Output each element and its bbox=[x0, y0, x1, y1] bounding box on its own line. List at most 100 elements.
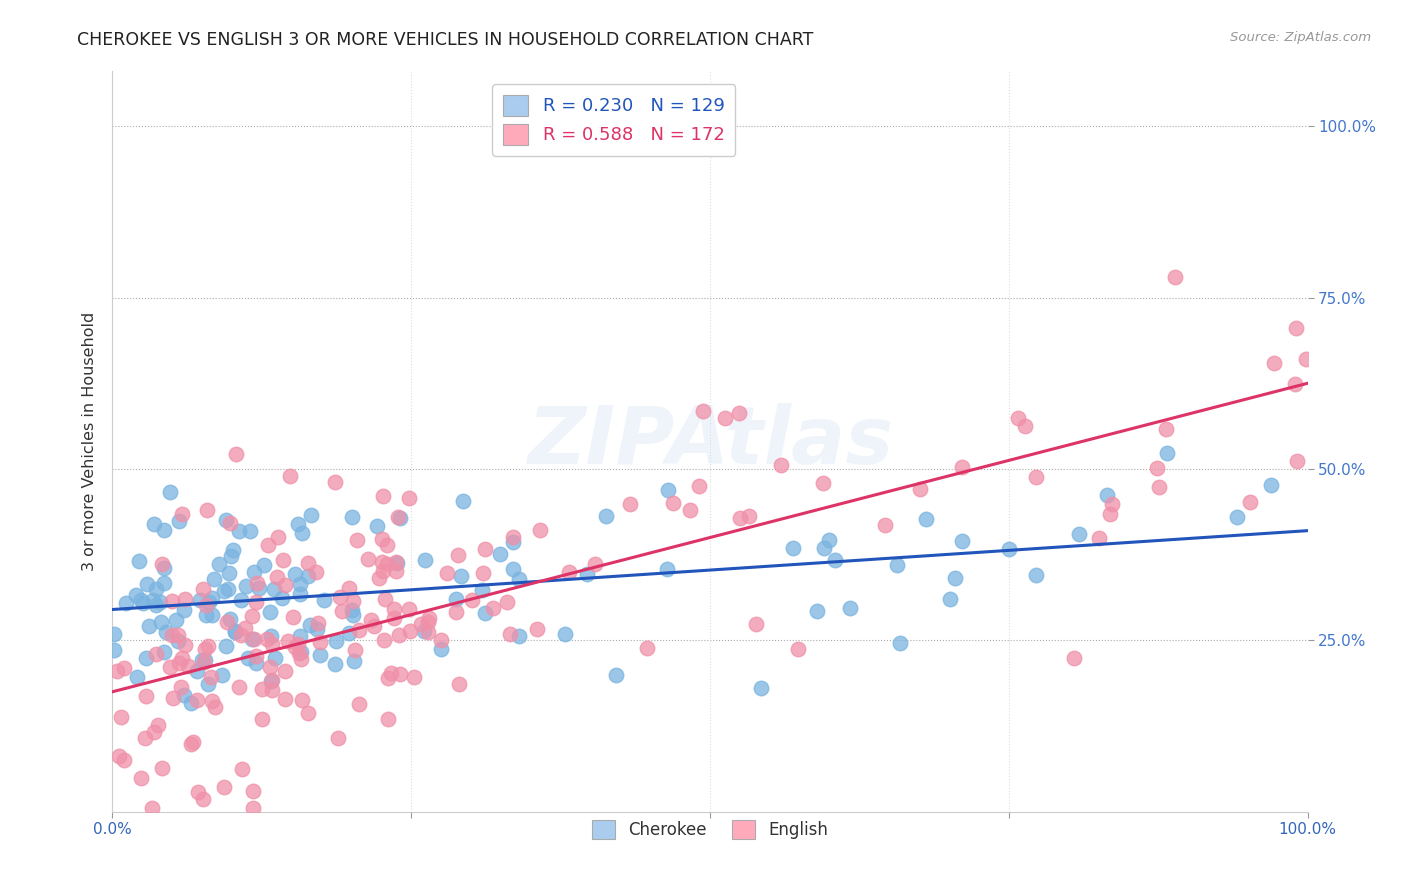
Point bbox=[245, 649, 267, 664]
Point bbox=[167, 628, 190, 642]
Point bbox=[655, 562, 678, 576]
Point bbox=[145, 598, 167, 612]
Point bbox=[143, 725, 166, 739]
Point bbox=[145, 582, 167, 597]
Point bbox=[886, 558, 908, 573]
Point bbox=[343, 643, 366, 657]
Point bbox=[115, 596, 138, 610]
Point bbox=[191, 582, 214, 597]
Point bbox=[357, 552, 380, 566]
Point bbox=[186, 692, 208, 706]
Point bbox=[583, 557, 606, 571]
Point bbox=[253, 558, 276, 572]
Point bbox=[328, 731, 350, 746]
Point bbox=[256, 632, 278, 646]
Point bbox=[385, 555, 408, 569]
Point bbox=[105, 664, 128, 678]
Text: CHEROKEE VS ENGLISH 3 OR MORE VEHICLES IN HOUSEHOLD CORRELATION CHART: CHEROKEE VS ENGLISH 3 OR MORE VEHICLES I… bbox=[77, 31, 814, 49]
Point bbox=[155, 625, 177, 640]
Point bbox=[153, 523, 176, 537]
Point bbox=[274, 664, 297, 678]
Point bbox=[337, 626, 360, 640]
Point bbox=[236, 650, 259, 665]
Point bbox=[281, 609, 304, 624]
Point bbox=[153, 576, 176, 591]
Point bbox=[160, 628, 183, 642]
Point bbox=[409, 617, 432, 632]
Point bbox=[240, 632, 263, 647]
Point bbox=[142, 592, 165, 607]
Point bbox=[482, 600, 505, 615]
Point bbox=[288, 646, 311, 660]
Point bbox=[471, 566, 494, 581]
Point bbox=[998, 542, 1021, 557]
Point bbox=[208, 558, 231, 572]
Point bbox=[260, 673, 283, 688]
Point bbox=[187, 785, 209, 799]
Point bbox=[297, 706, 319, 721]
Point bbox=[1069, 527, 1091, 541]
Point bbox=[444, 606, 467, 620]
Text: Source: ZipAtlas.com: Source: ZipAtlas.com bbox=[1230, 31, 1371, 45]
Point bbox=[399, 624, 422, 638]
Point bbox=[204, 700, 226, 714]
Point bbox=[499, 626, 522, 640]
Point bbox=[202, 572, 225, 586]
Point bbox=[243, 566, 266, 580]
Point bbox=[135, 650, 157, 665]
Point bbox=[1099, 507, 1122, 521]
Point bbox=[194, 598, 217, 612]
Point bbox=[371, 564, 394, 578]
Point bbox=[287, 517, 309, 532]
Point bbox=[1147, 480, 1170, 494]
Point bbox=[1285, 320, 1308, 334]
Point bbox=[619, 497, 641, 511]
Point bbox=[194, 642, 217, 657]
Point bbox=[402, 670, 425, 684]
Point bbox=[165, 613, 187, 627]
Point bbox=[388, 510, 411, 524]
Point bbox=[219, 516, 242, 530]
Point bbox=[260, 637, 283, 651]
Point bbox=[738, 509, 761, 524]
Point bbox=[145, 647, 167, 661]
Point bbox=[366, 519, 388, 533]
Point bbox=[1285, 454, 1308, 468]
Point bbox=[172, 650, 194, 665]
Point bbox=[257, 538, 280, 552]
Point bbox=[950, 459, 973, 474]
Point bbox=[1146, 460, 1168, 475]
Point bbox=[325, 633, 347, 648]
Point bbox=[1226, 509, 1249, 524]
Point bbox=[290, 645, 312, 659]
Point bbox=[152, 645, 174, 659]
Point bbox=[233, 620, 256, 634]
Point bbox=[240, 608, 263, 623]
Point bbox=[1295, 351, 1317, 366]
Point bbox=[342, 607, 364, 622]
Point bbox=[1239, 495, 1261, 509]
Point bbox=[224, 624, 246, 639]
Point bbox=[595, 508, 617, 523]
Point bbox=[129, 772, 152, 786]
Point bbox=[806, 604, 828, 618]
Point bbox=[363, 618, 385, 632]
Point bbox=[159, 485, 181, 500]
Point bbox=[1156, 446, 1178, 460]
Point bbox=[413, 624, 436, 638]
Point bbox=[128, 554, 150, 568]
Point bbox=[160, 594, 183, 608]
Point bbox=[195, 503, 218, 517]
Point bbox=[380, 665, 402, 680]
Point bbox=[416, 624, 439, 639]
Point bbox=[662, 496, 685, 510]
Point bbox=[246, 575, 269, 590]
Point bbox=[231, 762, 253, 776]
Point bbox=[388, 628, 411, 642]
Point bbox=[474, 606, 496, 620]
Point bbox=[222, 542, 245, 557]
Point bbox=[228, 680, 250, 694]
Point bbox=[274, 692, 297, 706]
Point bbox=[174, 638, 197, 652]
Point bbox=[173, 592, 195, 607]
